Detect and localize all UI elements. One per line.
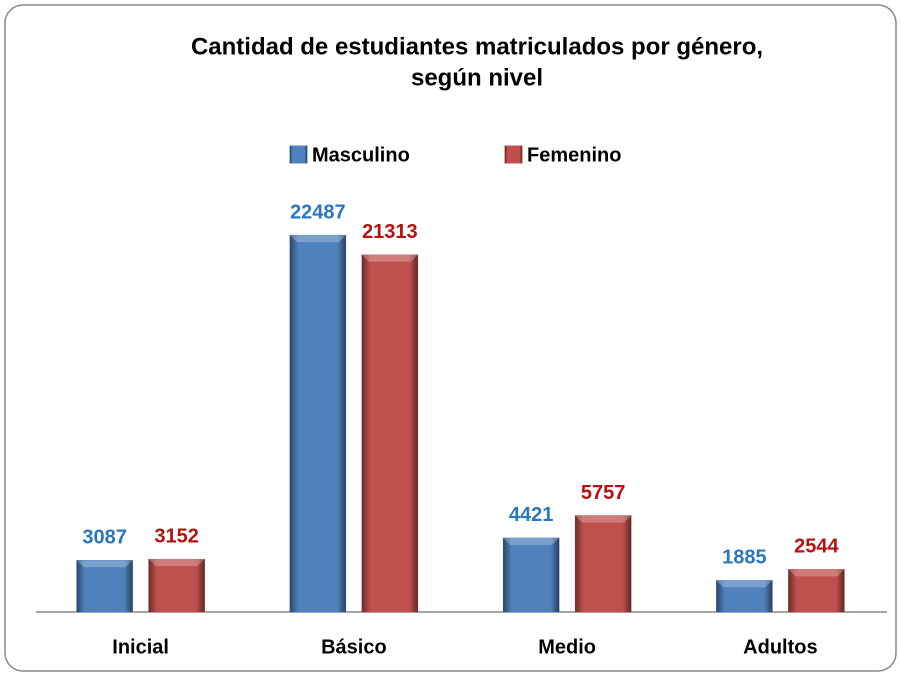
- bar-bevel: [289, 235, 346, 243]
- legend-label: Femenino: [527, 144, 621, 166]
- bar-shade: [361, 254, 418, 612]
- chart-frame: [4, 4, 897, 672]
- bar-bevel: [148, 559, 205, 567]
- data-label: 2544: [794, 536, 839, 558]
- bar-shade: [503, 537, 560, 612]
- bar-shade: [575, 515, 632, 612]
- legend-swatch-shade: [290, 146, 307, 163]
- bar-shade: [788, 569, 845, 612]
- x-tick-label: Inicial: [112, 636, 169, 658]
- bar-bevel: [716, 580, 773, 588]
- data-label: 22487: [290, 201, 346, 223]
- data-label: 3087: [82, 527, 127, 549]
- x-tick-label: Adultos: [743, 636, 817, 658]
- chart-title: según nivel: [411, 64, 543, 91]
- bar-bevel: [503, 537, 560, 545]
- data-label: 5757: [581, 482, 626, 504]
- bar-shade: [148, 559, 205, 612]
- bar-bevel: [575, 515, 632, 523]
- bar-bevel: [788, 569, 845, 577]
- bar-bevel: [361, 254, 418, 262]
- bar-shade: [76, 560, 133, 612]
- data-label: 3152: [154, 525, 199, 547]
- bar-bevel: [76, 560, 133, 568]
- legend-swatch-shade: [505, 146, 522, 163]
- x-tick-label: Medio: [538, 636, 596, 658]
- x-tick-label: Básico: [321, 636, 387, 658]
- data-label: 4421: [509, 504, 554, 526]
- chart-title: Cantidad de estudiantes matriculados por…: [191, 33, 763, 60]
- legend-label: Masculino: [312, 144, 410, 166]
- bar-shade: [716, 580, 773, 612]
- data-label: 21313: [362, 221, 418, 243]
- bar-shade: [289, 235, 346, 613]
- data-label: 1885: [722, 547, 767, 569]
